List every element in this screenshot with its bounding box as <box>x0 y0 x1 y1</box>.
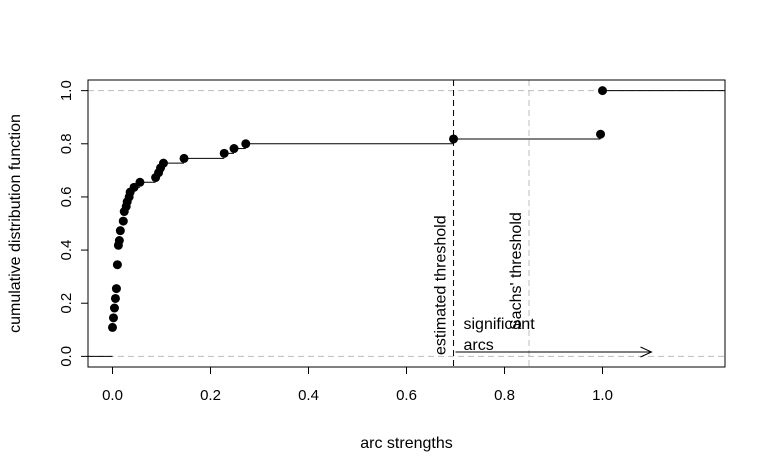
y-tick-label: 0.4 <box>58 240 75 261</box>
y-tick-label: 0.8 <box>58 133 75 154</box>
data-point <box>596 129 606 139</box>
estimated-threshold-label: estimated threshold <box>433 215 450 355</box>
x-tick-label: 0.8 <box>494 387 515 404</box>
y-tick-label: 0.0 <box>58 346 75 367</box>
data-point <box>108 313 118 323</box>
data-point <box>129 182 139 192</box>
x-tick-label: 0.0 <box>102 387 123 404</box>
y-tick-label: 0.2 <box>58 293 75 314</box>
significant-arcs-arrowhead <box>640 346 653 358</box>
y-tick-label: 0.6 <box>58 186 75 207</box>
data-point <box>112 260 122 270</box>
x-tick-label: 0.4 <box>298 387 319 404</box>
sachs-threshold-label: Sachs' threshold <box>508 212 525 330</box>
data-point <box>115 226 125 236</box>
data-point <box>114 236 124 246</box>
data-point <box>111 284 121 294</box>
data-point <box>179 153 189 163</box>
y-axis-label: cumulative distribution function <box>7 114 24 333</box>
x-tick-label: 0.2 <box>200 387 221 404</box>
axes: 0.0 0.2 0.4 0.6 0.8 1.0 0.0 0.2 0.4 0.6 0.8 1.0 <box>58 80 613 404</box>
data-point <box>118 216 128 226</box>
data-point <box>598 86 607 96</box>
data-point <box>449 134 459 144</box>
data-point <box>219 148 229 158</box>
cdf-points <box>108 86 607 332</box>
significant-arcs-label-line1: significant <box>464 316 536 333</box>
data-point <box>229 144 239 154</box>
data-point <box>109 303 119 313</box>
cdf-step-lines <box>88 90 725 357</box>
significant-arcs-label-line2: arcs <box>464 337 494 354</box>
data-point <box>241 139 251 149</box>
data-point <box>108 322 117 332</box>
data-point <box>158 158 168 168</box>
plot-frame <box>87 79 726 368</box>
data-point <box>135 177 145 187</box>
x-tick-label: 0.6 <box>396 387 417 404</box>
x-tick-label: 1.0 <box>592 387 613 404</box>
data-point <box>110 293 120 303</box>
reference-lines <box>88 80 725 367</box>
y-tick-label: 1.0 <box>58 80 75 101</box>
x-axis-label: arc strengths <box>360 435 452 452</box>
